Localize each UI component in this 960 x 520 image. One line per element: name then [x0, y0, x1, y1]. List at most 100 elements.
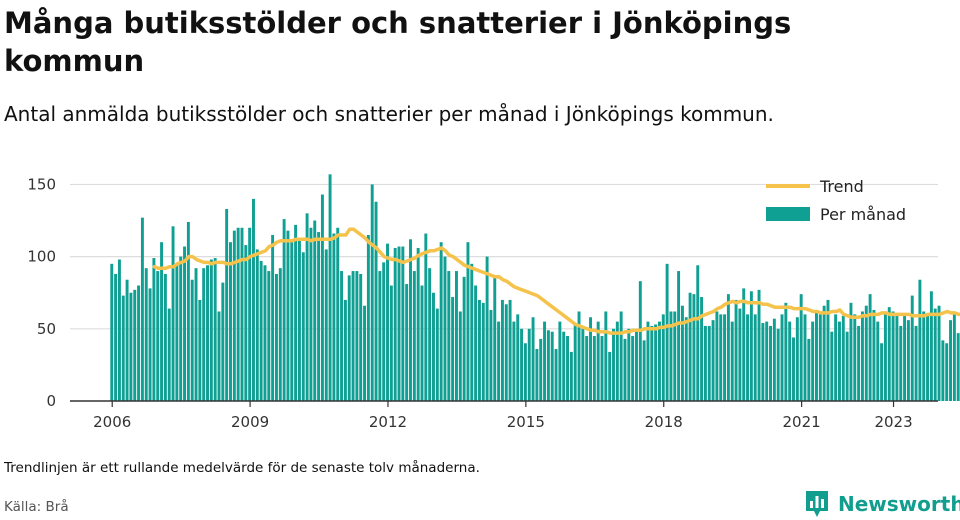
bar: [753, 314, 757, 401]
bar: [309, 227, 313, 401]
y-tick-label: 50: [37, 320, 56, 338]
bar: [742, 288, 746, 401]
bar: [198, 299, 202, 401]
bar: [703, 325, 707, 401]
bar: [424, 233, 428, 401]
bar: [619, 311, 623, 401]
bar: [497, 321, 501, 401]
bar: [389, 285, 393, 401]
bar: [428, 268, 432, 401]
bar: [788, 321, 792, 401]
chart-svg: 0 50 100 150 2006 2009 2012 2015 2018 2021 2023 Tr…: [27, 174, 960, 431]
bar: [439, 242, 443, 401]
bar: [458, 311, 462, 401]
footnote: Trendlinjen är ett rullande medelvärde f…: [4, 460, 480, 476]
bar: [125, 279, 129, 401]
bar: [221, 282, 225, 401]
bar: [282, 219, 286, 401]
bar: [795, 317, 799, 401]
bar: [412, 271, 416, 401]
bar: [451, 297, 455, 401]
bar: [520, 328, 524, 401]
bar: [294, 224, 298, 401]
bar: [382, 262, 386, 401]
bar: [650, 325, 654, 401]
bar: [129, 292, 133, 401]
bar: [956, 333, 960, 401]
bar: [370, 184, 374, 401]
bar: [320, 194, 324, 401]
bar: [324, 249, 328, 401]
newsworthy-logo-icon: [806, 491, 828, 517]
bar: [566, 336, 569, 401]
bar: [600, 336, 604, 401]
bar: [589, 317, 592, 401]
bar: [432, 292, 435, 401]
bar: [765, 321, 769, 401]
bar: [236, 227, 240, 401]
bar: [229, 242, 232, 401]
brand-logo[interactable]: Newsworthy: [804, 489, 960, 519]
bar: [186, 221, 190, 401]
bar: [248, 227, 252, 401]
bar: [435, 308, 439, 401]
bar: [661, 314, 665, 401]
bar: [179, 256, 183, 401]
bar: [263, 265, 267, 401]
bar: [772, 318, 776, 401]
bar: [500, 299, 504, 401]
bar: [171, 226, 175, 401]
bar: [378, 271, 382, 401]
bar: [359, 273, 363, 401]
bar: [133, 289, 137, 401]
bar: [278, 268, 282, 401]
bar: [719, 314, 723, 401]
bar: [206, 265, 209, 401]
bar: [466, 242, 470, 401]
bar: [163, 273, 167, 401]
bar: [477, 299, 481, 401]
bar: [305, 213, 309, 401]
bar: [627, 328, 631, 401]
bar: [910, 295, 914, 401]
bar: [830, 331, 834, 401]
bar: [255, 249, 259, 401]
bar: [776, 328, 780, 401]
y-tick-label: 150: [27, 175, 56, 193]
bar: [569, 351, 573, 401]
bar: [225, 208, 229, 401]
bar: [880, 343, 884, 401]
bar: [485, 256, 489, 401]
bar: [952, 312, 956, 401]
x-tick-label: 2021: [783, 413, 821, 431]
bar: [558, 321, 562, 401]
bar: [317, 232, 321, 401]
bar: [799, 294, 803, 401]
source-note: Källa: Brå: [4, 499, 69, 515]
bar: [527, 328, 531, 401]
bar: [121, 295, 125, 401]
bar: [328, 174, 332, 401]
bar: [252, 198, 255, 401]
bar: [945, 343, 949, 401]
bar: [489, 310, 493, 401]
bar: [746, 314, 750, 401]
bar: [516, 314, 520, 401]
bar: [137, 285, 141, 401]
bar: [160, 242, 164, 401]
bar: [815, 311, 818, 401]
bar: [539, 338, 543, 401]
bar: [769, 325, 772, 401]
bar: [259, 260, 263, 401]
bar: [707, 325, 711, 401]
bar: [845, 331, 849, 401]
bar: [523, 343, 527, 401]
x-tick-label: 2012: [369, 413, 407, 431]
y-tick-label: 100: [27, 248, 56, 266]
bar: [887, 307, 891, 401]
bar: [202, 268, 206, 401]
bar: [355, 271, 359, 401]
bar: [860, 311, 864, 401]
bar: [692, 294, 696, 401]
bar: [405, 284, 409, 401]
